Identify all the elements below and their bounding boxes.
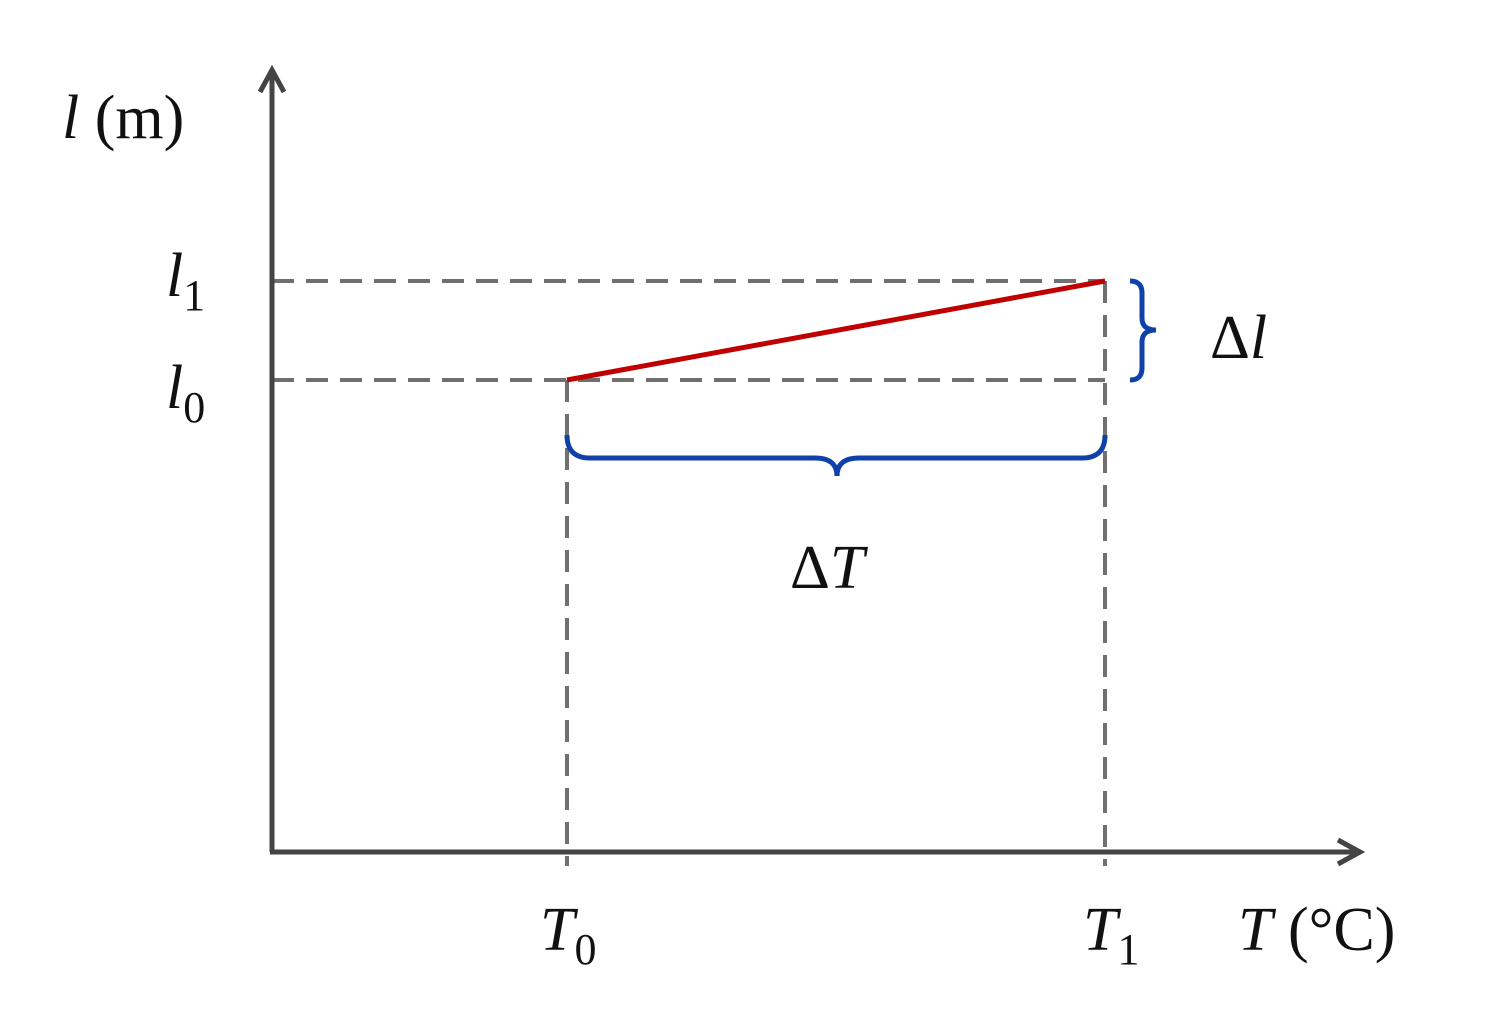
label-part: 0 <box>574 925 596 974</box>
delta-temperature-label: ΔT <box>790 534 869 602</box>
label-part: (m) <box>95 84 185 152</box>
expansion-line <box>566 278 1106 383</box>
label-part: l <box>166 354 183 422</box>
delta-length-label: Δl <box>1210 304 1267 372</box>
label-part: Δ <box>790 534 830 602</box>
level-label: l1 <box>166 242 205 320</box>
label-part: T <box>540 896 579 964</box>
label-part: 0 <box>183 383 205 432</box>
label-part: T <box>830 534 869 602</box>
label-part: T <box>1238 896 1277 964</box>
temperature-label: T1 <box>1083 896 1139 974</box>
length-brace <box>1129 278 1157 383</box>
x-axis-label: T (°C) <box>1238 896 1395 964</box>
label-part: l <box>1250 304 1267 372</box>
label-part: l <box>166 242 183 310</box>
y-axis-arrow <box>257 64 287 94</box>
y-axis-label: l (m) <box>62 84 184 152</box>
label-part: T <box>1083 896 1122 964</box>
label-part: l <box>62 84 79 152</box>
label-part: (°C) <box>1288 896 1395 964</box>
x-axis-arrow <box>1336 837 1366 867</box>
label-part: 1 <box>1117 925 1139 974</box>
label-part: Δ <box>1210 304 1250 372</box>
temperature-label: T0 <box>540 896 596 974</box>
temperature-brace <box>564 434 1108 477</box>
level-label: l0 <box>166 354 205 432</box>
label-part: 1 <box>183 271 205 320</box>
